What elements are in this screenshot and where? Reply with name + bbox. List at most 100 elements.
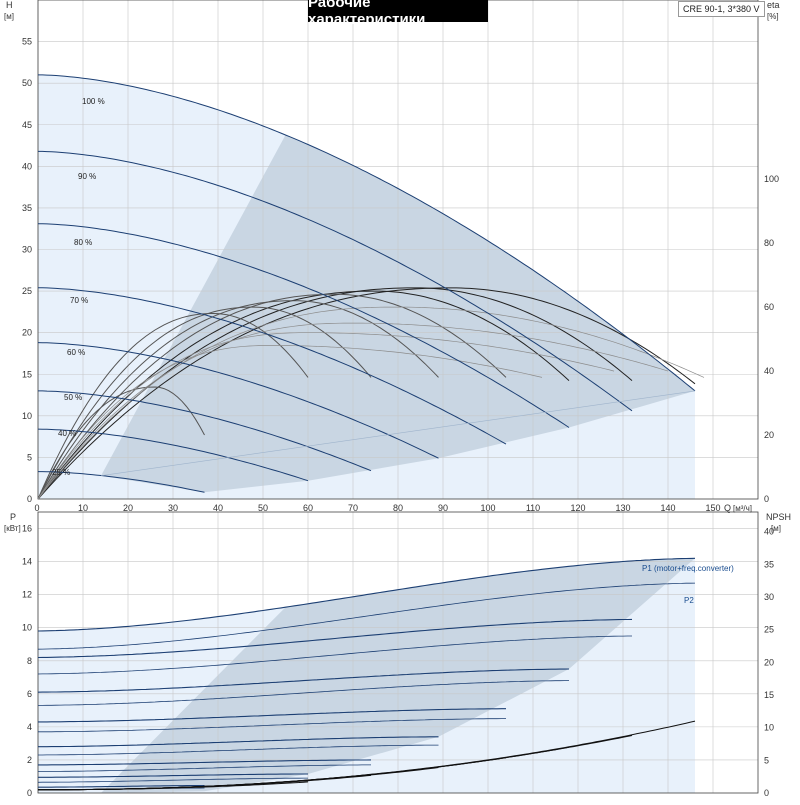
eta-y-tick: 60	[764, 302, 774, 312]
power-curve-p1	[38, 618, 633, 659]
head-x-tick: 60	[303, 503, 313, 513]
eta-curve-thin	[38, 306, 705, 499]
head-x-tick: 30	[168, 503, 178, 513]
eta-y-tick: 0	[764, 494, 769, 504]
power-curve-p1	[38, 736, 439, 748]
head-x-tick: 70	[348, 503, 358, 513]
head-x-tick: 20	[123, 503, 133, 513]
npsh-curve	[38, 781, 309, 791]
head-y-tick: 50	[22, 78, 32, 88]
power-y-tick: 16	[22, 524, 32, 534]
speed-label: 25 %	[52, 468, 70, 477]
npsh-y-tick: 20	[764, 657, 774, 667]
eta-y-tick: 20	[764, 430, 774, 440]
head-x-tick: 130	[615, 503, 630, 513]
power-curve-p2	[38, 582, 696, 650]
eta-y-unit: [%]	[767, 12, 779, 21]
model-label: CRE 90-1, 3*380 V	[678, 1, 765, 17]
speed-label: 40 %	[58, 429, 76, 438]
head-y-tick: 5	[27, 452, 32, 462]
npsh-y-tick: 0	[764, 788, 769, 798]
eta-curve	[38, 287, 696, 499]
head-y-tick: 30	[22, 245, 32, 255]
head-y-tick: 35	[22, 203, 32, 213]
chart-title: Рабочие характеристики	[308, 0, 488, 28]
power-curve-p2	[38, 680, 569, 706]
speed-curves-group	[38, 74, 696, 493]
eta-y-label: eta	[767, 0, 780, 10]
eta-y-tick: 40	[764, 366, 774, 376]
power-y-tick: 14	[22, 557, 32, 567]
power-y-tick: 10	[22, 623, 32, 633]
power-envelope-group	[38, 558, 695, 793]
npsh-y-label: NPSH	[766, 512, 791, 522]
speed-curve	[38, 223, 570, 428]
speed-curve	[38, 342, 439, 459]
head-y-label: H	[6, 0, 13, 10]
npsh-y-tick: 10	[764, 723, 774, 733]
head-y-tick: 20	[22, 328, 32, 338]
head-y-unit: [м]	[4, 12, 14, 21]
head-y-tick: 15	[22, 369, 32, 379]
power-curves-group	[38, 557, 696, 791]
power-y-tick: 8	[27, 656, 32, 666]
power-curve-p2	[38, 764, 371, 772]
q-axis-label: Q	[724, 503, 731, 513]
head-x-tick: 10	[78, 503, 88, 513]
power-curve-p1	[38, 708, 506, 723]
power-y-tick: 12	[22, 590, 32, 600]
power-curve-p1	[38, 557, 696, 632]
eta-curve-thin	[38, 332, 615, 499]
power-frame	[37, 511, 759, 794]
head-frame	[37, 0, 759, 500]
head-envelope-group	[38, 74, 695, 499]
npsh-y-tick: 15	[764, 690, 774, 700]
head-x-tick: 140	[660, 503, 675, 513]
npsh-y-tick: 25	[764, 625, 774, 635]
eta-y-tick: 100	[764, 174, 779, 184]
speed-label: 70 %	[70, 296, 88, 305]
head-x-tick: 110	[526, 503, 540, 513]
power-y-tick: 6	[27, 689, 32, 699]
npsh-y-tick: 40	[764, 527, 774, 537]
power-y-label: P	[10, 512, 16, 522]
p2-series-label: P2	[684, 596, 694, 605]
head-x-tick: 40	[213, 503, 223, 513]
npsh-curves-group	[38, 720, 696, 791]
head-x-tick: 80	[393, 503, 403, 513]
speed-curve	[38, 74, 696, 392]
eta-y-tick: 80	[764, 238, 774, 248]
power-y-tick: 4	[27, 722, 32, 732]
power-curve-p1	[38, 759, 372, 766]
q-axis-unit: [м³/ч]	[733, 504, 752, 513]
power-curve-p2	[38, 744, 439, 756]
eta-curve-thin	[38, 322, 669, 499]
speed-curve	[38, 471, 205, 493]
eta-curve	[38, 313, 309, 499]
head-x-tick: 0	[34, 503, 39, 513]
head-grid	[37, 0, 758, 500]
eta-curve	[38, 290, 570, 499]
power-curve-p1	[38, 785, 205, 788]
envelope-boundary	[100, 390, 696, 476]
power-curve-p1	[38, 773, 308, 778]
speed-curve	[38, 287, 507, 445]
head-x-tick: 50	[258, 503, 268, 513]
power-y-tick: 0	[27, 788, 32, 798]
head-y-tick: 10	[22, 411, 32, 421]
head-y-tick: 0	[27, 494, 32, 504]
speed-curve	[38, 150, 633, 412]
head-x-tick: 100	[480, 503, 495, 513]
speed-label: 100 %	[82, 97, 105, 106]
power-curve-p1	[38, 668, 570, 693]
speed-label: 50 %	[64, 393, 82, 402]
power-curve-p2	[38, 635, 632, 675]
speed-curve	[38, 390, 372, 472]
head-y-tick: 40	[22, 161, 32, 171]
eta-curves-group	[38, 287, 705, 499]
eta-curve	[38, 293, 507, 499]
npsh-y-tick: 30	[764, 592, 774, 602]
head-x-tick: 90	[438, 503, 448, 513]
npsh-y-unit: [м]	[771, 524, 781, 533]
